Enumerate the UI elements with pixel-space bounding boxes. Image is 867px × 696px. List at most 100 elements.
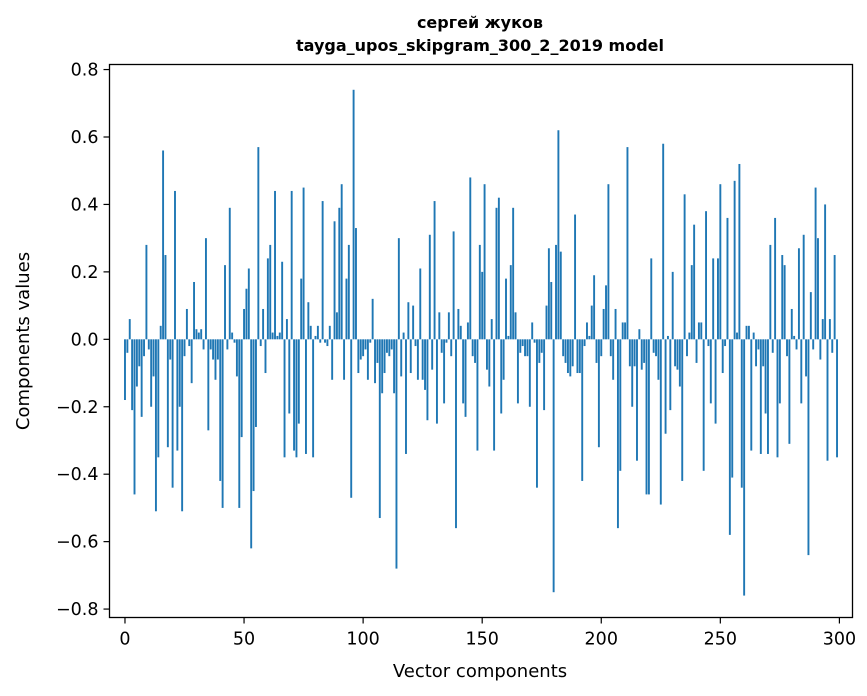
bar [581, 339, 584, 481]
bar [536, 339, 538, 488]
bar [666, 335, 669, 340]
bar [702, 339, 705, 471]
bar [755, 339, 758, 367]
bar [621, 322, 624, 340]
bar [400, 339, 403, 377]
bar [555, 244, 557, 340]
bar [662, 143, 665, 340]
bar [793, 335, 796, 340]
bar [295, 339, 298, 458]
bar [671, 271, 674, 340]
bar [283, 339, 286, 458]
bar [202, 339, 205, 350]
bar [169, 339, 172, 360]
bar [364, 339, 367, 350]
bar [207, 339, 210, 431]
bar [659, 339, 662, 505]
bar [831, 339, 834, 353]
bar [297, 339, 300, 424]
bar [767, 339, 769, 454]
bar [435, 339, 438, 424]
y-tick-label: −0.6 [56, 533, 99, 553]
plot-frame [108, 63, 854, 619]
bar [314, 335, 317, 340]
bar [397, 238, 400, 340]
chart-subtitle: tayga_upos_skipgram_300_2_2019 model [296, 36, 664, 55]
bar [293, 339, 296, 451]
y-tick-label: −0.4 [56, 465, 99, 485]
bar [478, 244, 481, 340]
bar [657, 339, 660, 380]
bar [140, 339, 143, 417]
bar [586, 322, 588, 340]
bar [745, 325, 748, 340]
bar [774, 217, 777, 340]
bar [159, 325, 162, 340]
bar [688, 332, 691, 340]
x-tick-label: 200 [585, 630, 618, 650]
bar [385, 339, 388, 353]
x-tick-label: 0 [119, 630, 130, 650]
bar [578, 339, 581, 374]
bar [526, 339, 529, 357]
bar [171, 339, 174, 488]
bar [438, 312, 441, 340]
bar [788, 339, 791, 444]
bar [750, 339, 753, 451]
bar [416, 339, 419, 380]
bar [564, 339, 567, 363]
bar [266, 258, 269, 340]
bar [728, 339, 731, 535]
bar [550, 281, 553, 340]
bar [231, 332, 234, 340]
bar [643, 339, 646, 363]
bar [519, 339, 522, 353]
bar [154, 339, 157, 512]
bar [135, 339, 138, 387]
bar [278, 332, 281, 340]
bar [583, 339, 586, 347]
bar [164, 255, 167, 340]
bar [393, 339, 396, 394]
bar [369, 339, 372, 343]
bar [190, 339, 193, 384]
bar [219, 339, 222, 481]
bar [512, 207, 515, 340]
bar [243, 308, 246, 340]
bar [700, 322, 703, 340]
bar-series [124, 89, 838, 596]
bar [469, 177, 472, 340]
bar [302, 187, 305, 340]
bar [300, 278, 303, 340]
bar [307, 302, 310, 340]
bar [786, 339, 788, 357]
bar [724, 339, 727, 347]
y-tick-label: 0.6 [71, 128, 99, 148]
bar [374, 339, 376, 384]
bar [150, 339, 153, 407]
bar [738, 163, 741, 340]
bar [183, 339, 186, 357]
y-tick-label: 0.4 [71, 195, 99, 215]
bar [285, 319, 288, 340]
y-tick-label: −0.2 [56, 398, 99, 418]
bar [212, 339, 215, 360]
bar [271, 332, 274, 340]
bar [566, 339, 569, 374]
bar [402, 332, 405, 340]
bar [381, 339, 384, 394]
bar [736, 332, 738, 340]
bar [795, 339, 798, 350]
bar [507, 335, 510, 340]
bar [638, 329, 641, 340]
bar [235, 339, 238, 377]
bar [559, 251, 562, 340]
bar [509, 265, 512, 340]
bar [640, 339, 643, 370]
bar [676, 339, 679, 370]
bar [800, 339, 803, 404]
bar [209, 339, 212, 350]
bar [240, 339, 243, 438]
bar [476, 339, 479, 451]
bar [424, 339, 426, 390]
